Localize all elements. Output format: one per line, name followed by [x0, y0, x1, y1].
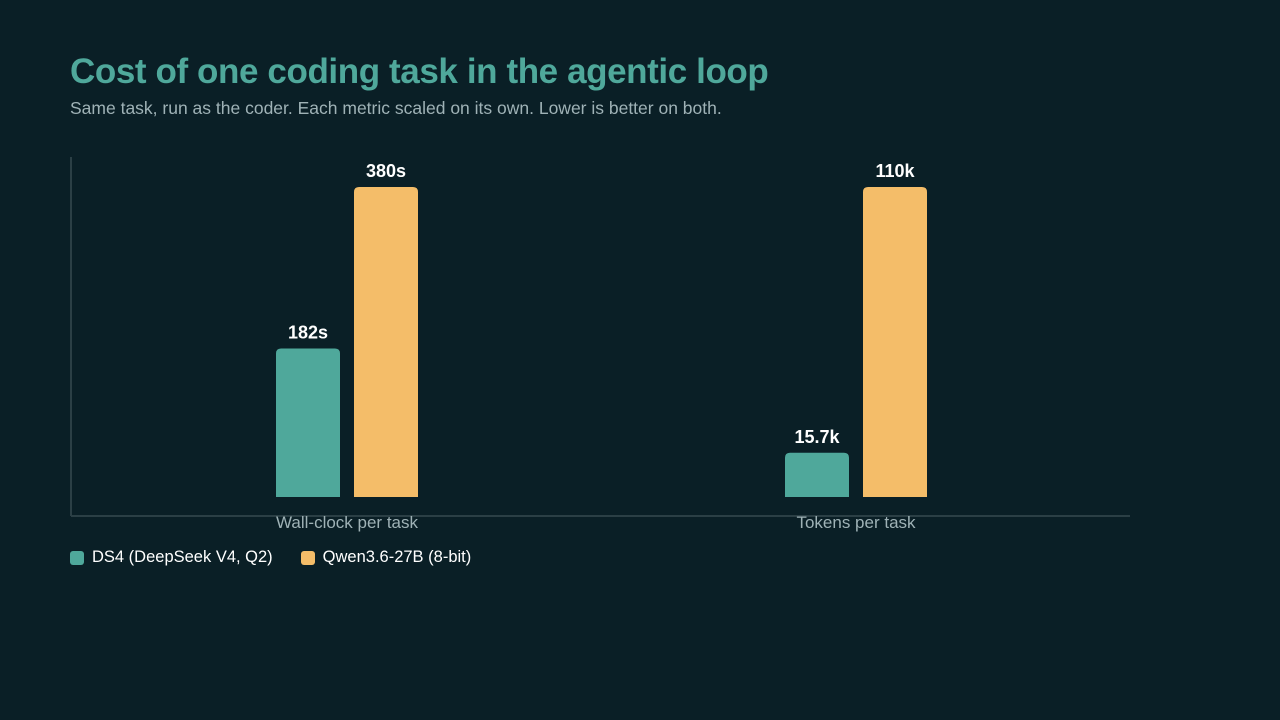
chart-subtitle: Same task, run as the coder. Each metric…	[70, 98, 722, 118]
legend-label-ds4: DS4 (DeepSeek V4, Q2)	[92, 548, 273, 566]
category-label-1: Tokens per task	[796, 513, 916, 532]
data-label-0-0: 182s	[288, 323, 328, 343]
legend-swatch-ds4	[70, 550, 84, 565]
bar-chart: 182s 380s Wall-clock per task 15.7k 110k Toke…	[70, 157, 1130, 532]
category-label-0: Wall-clock per task	[276, 513, 419, 532]
data-label-0-1: 380s	[366, 161, 406, 181]
bar-0-1	[354, 187, 418, 497]
bar-1-1	[863, 187, 927, 497]
chart-title: Cost of one coding task in the agentic l…	[70, 52, 769, 91]
legend: DS4 (DeepSeek V4, Q2) Qwen3.6-27B (8-bit…	[70, 548, 499, 567]
legend-item-ds4: DS4 (DeepSeek V4, Q2)	[70, 548, 273, 567]
legend-item-qwen: Qwen3.6-27B (8-bit)	[300, 548, 472, 567]
legend-swatch-qwen	[300, 550, 315, 565]
bar-0-0	[276, 348, 340, 497]
bar-1-0	[785, 452, 849, 497]
legend-label-qwen: Qwen3.6-27B (8-bit)	[322, 548, 472, 566]
data-label-1-1: 110k	[875, 161, 915, 181]
data-label-1-0: 15.7k	[794, 427, 840, 447]
